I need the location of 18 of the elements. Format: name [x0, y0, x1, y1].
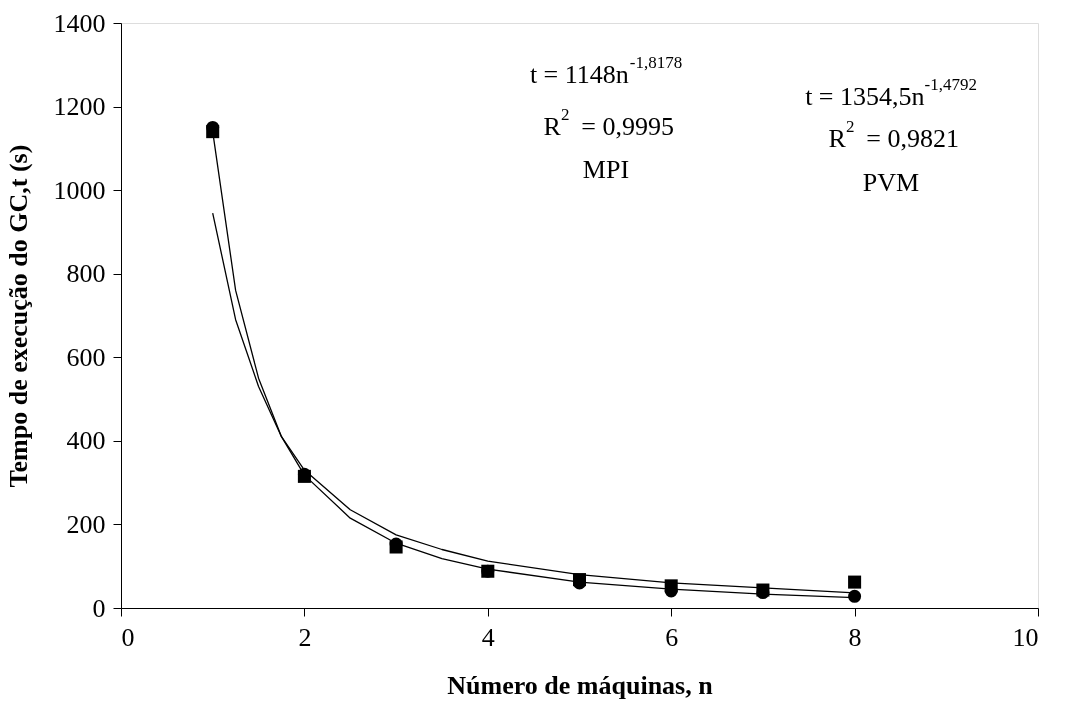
- y-tick-label: 800: [66, 259, 106, 289]
- y-tick-label: 1200: [53, 92, 106, 122]
- y-tick-label: 600: [66, 342, 106, 372]
- y-axis-title: Tempo de execução do GC,t (s): [3, 144, 33, 488]
- annotation: PVM: [862, 168, 920, 197]
- x-tick-label: 10: [1012, 622, 1039, 652]
- y-tick-label: 400: [66, 426, 106, 456]
- y-tick-label: 1000: [53, 175, 106, 205]
- y-tick-label: 1400: [53, 8, 106, 38]
- x-tick-label: 4: [481, 622, 495, 652]
- x-axis-title: Número de máquinas, n: [447, 670, 714, 700]
- y-tick-label: 0: [92, 593, 106, 623]
- x-tick-label: 0: [121, 622, 135, 652]
- x-tick-label: 8: [848, 622, 862, 652]
- y-tick-label: 200: [66, 509, 106, 539]
- x-tick-label: 6: [665, 622, 679, 652]
- annotation: MPI: [582, 155, 630, 184]
- x-tick-label: 2: [298, 622, 312, 652]
